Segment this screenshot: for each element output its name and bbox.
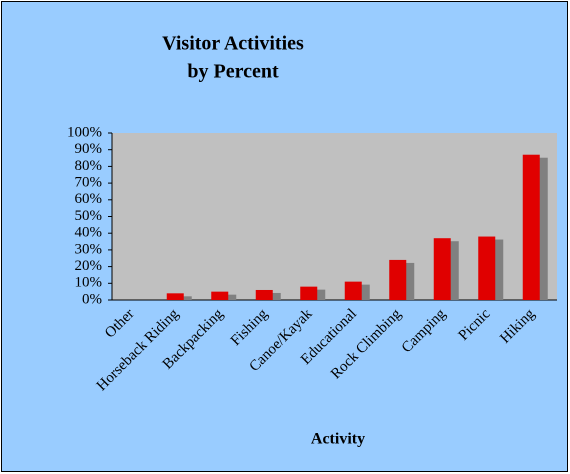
bar: [522, 154, 540, 300]
y-tick-label: 0%: [82, 291, 102, 307]
y-tick-label: 40%: [75, 225, 103, 241]
chart-title: Visitor Activities: [162, 33, 304, 55]
bar: [211, 291, 229, 300]
y-tick-label: 30%: [75, 241, 103, 257]
y-tick-label: 90%: [75, 141, 103, 157]
bar: [300, 286, 318, 300]
bar: [478, 236, 496, 300]
y-tick-label: 80%: [75, 158, 103, 174]
y-tick-label: 10%: [75, 275, 103, 291]
y-tick-label: 70%: [75, 175, 103, 191]
bar: [344, 281, 362, 300]
bar: [166, 293, 184, 300]
bar: [389, 259, 407, 300]
chart-title: by Percent: [187, 61, 279, 83]
y-tick-label: 60%: [75, 191, 103, 207]
y-tick-label: 20%: [75, 258, 103, 274]
x-axis-title: Activity: [311, 431, 365, 448]
y-tick-label: 50%: [75, 208, 103, 224]
y-tick-label: 100%: [67, 124, 102, 140]
bar: [255, 289, 273, 300]
bar: [433, 238, 451, 300]
